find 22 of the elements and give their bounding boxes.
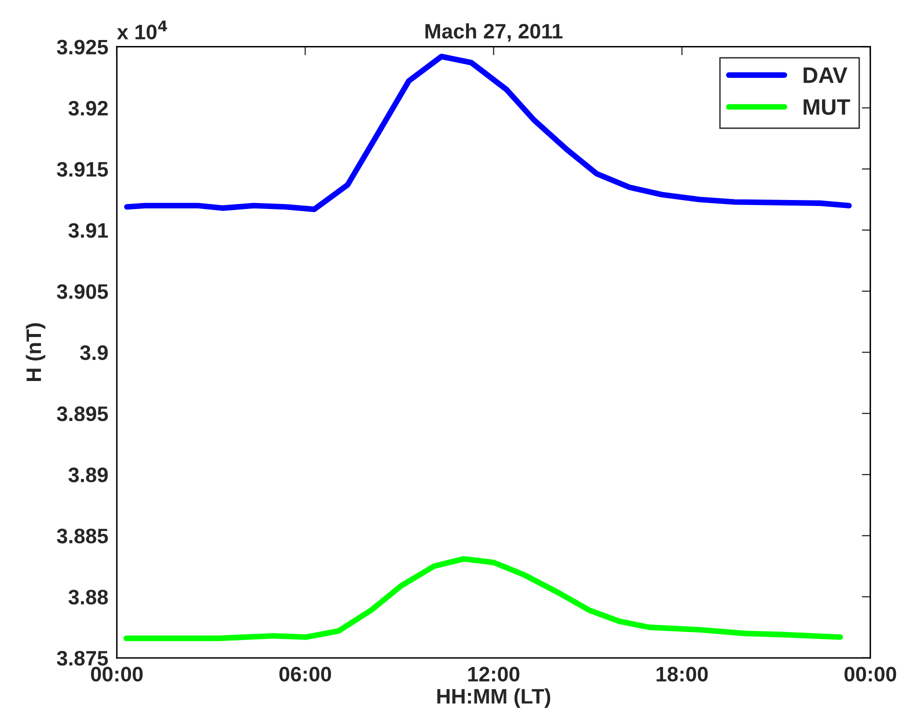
text: x 10$^{4}$ — [116, 20, 168, 40]
y-axis-title: H (nT) — [26, 323, 46, 381]
y-tick-label: 3.91 — [68, 223, 108, 238]
legend-label: DAV — [804, 68, 848, 83]
x-axis-title: HH:MM (LT) — [437, 688, 550, 708]
y-tick-label: 3.92 — [68, 100, 108, 116]
y-tick-label: 3.885 — [56, 528, 108, 544]
x-tick-label: 06:00 — [279, 666, 331, 682]
y-tick-label: 3.925 — [56, 40, 108, 55]
x-tick-label: 00:00 — [91, 666, 143, 682]
y-tick-label: 3.905 — [56, 284, 108, 299]
y-tick-label: 3.9 — [80, 345, 108, 360]
y-tick-label: 3.895 — [56, 406, 108, 422]
y-tick-label: 3.88 — [68, 590, 108, 605]
y-tick-label: 3.875 — [56, 650, 108, 666]
x-tick-label: 00:00 — [844, 666, 896, 682]
y-tick-label: 3.89 — [68, 468, 108, 482]
chart-title: Mach 27, 2011 — [425, 23, 562, 42]
x-tick-label: 12:00 — [468, 666, 520, 682]
x-tick-label: 18:00 — [656, 666, 708, 682]
legend-label: MUT — [804, 99, 850, 115]
y-tick-label: 3.915 — [56, 162, 108, 177]
